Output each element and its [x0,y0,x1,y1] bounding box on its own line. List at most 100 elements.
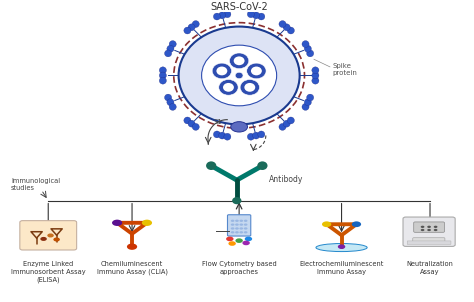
Ellipse shape [235,72,243,79]
Circle shape [226,236,234,241]
Ellipse shape [304,45,311,52]
Ellipse shape [279,124,286,130]
Ellipse shape [247,11,255,18]
Circle shape [245,236,252,241]
Circle shape [421,229,424,231]
Ellipse shape [287,117,294,124]
FancyBboxPatch shape [413,238,445,243]
Ellipse shape [217,66,228,75]
Circle shape [228,241,236,246]
Ellipse shape [213,13,220,20]
Ellipse shape [223,83,234,92]
Ellipse shape [246,63,266,79]
Circle shape [231,220,235,222]
Text: Neutralization
Assay: Neutralization Assay [407,261,454,275]
Text: SARS-CoV-2: SARS-CoV-2 [210,2,268,12]
Circle shape [47,233,54,237]
Circle shape [127,243,137,250]
Circle shape [244,227,247,230]
Ellipse shape [192,21,199,27]
Circle shape [421,226,424,228]
Ellipse shape [188,24,195,31]
Text: Chemiluminescent
Immuno Assay (CLIA): Chemiluminescent Immuno Assay (CLIA) [97,261,167,275]
Circle shape [235,220,239,222]
Text: S1: S1 [214,119,223,125]
Circle shape [239,220,243,222]
Circle shape [434,226,438,228]
Ellipse shape [169,103,176,110]
Circle shape [242,241,250,245]
FancyBboxPatch shape [407,241,451,244]
Ellipse shape [164,50,172,57]
Text: Electrochemiluminescent
Immuno Assay: Electrochemiluminescent Immuno Assay [300,261,384,275]
Circle shape [244,223,247,226]
Ellipse shape [240,79,259,95]
Ellipse shape [287,27,294,34]
Circle shape [322,221,331,227]
Circle shape [239,223,243,226]
Ellipse shape [184,27,191,34]
Ellipse shape [258,13,265,20]
Circle shape [338,244,345,249]
FancyBboxPatch shape [20,221,77,250]
Ellipse shape [283,24,290,31]
Circle shape [434,229,438,231]
Ellipse shape [307,50,314,57]
Ellipse shape [307,94,314,101]
Ellipse shape [257,161,267,170]
Ellipse shape [232,197,241,204]
Circle shape [244,220,247,222]
Ellipse shape [167,45,174,52]
Ellipse shape [184,117,191,124]
Ellipse shape [302,40,309,47]
FancyBboxPatch shape [403,217,455,246]
Ellipse shape [188,120,195,127]
Ellipse shape [279,21,286,27]
Ellipse shape [159,67,166,74]
Ellipse shape [251,66,262,75]
Ellipse shape [302,103,309,110]
Ellipse shape [304,99,311,106]
Ellipse shape [167,99,174,106]
Circle shape [231,227,235,230]
Circle shape [236,238,243,243]
Circle shape [239,227,243,230]
Circle shape [235,223,239,226]
Ellipse shape [219,12,226,19]
Ellipse shape [219,79,238,95]
Ellipse shape [164,94,172,101]
Circle shape [142,220,152,226]
Ellipse shape [312,77,319,84]
Ellipse shape [169,40,176,47]
Circle shape [231,223,235,226]
Ellipse shape [224,133,231,140]
Ellipse shape [213,131,220,138]
Circle shape [54,237,60,242]
Ellipse shape [312,67,319,74]
Ellipse shape [201,45,277,106]
Text: Enzyme Linked
Immunosorbent Assay
(ELISA): Enzyme Linked Immunosorbent Assay (ELISA… [11,261,85,283]
Ellipse shape [245,83,255,92]
Circle shape [235,231,239,233]
Ellipse shape [253,132,260,139]
Circle shape [244,231,247,233]
Ellipse shape [224,11,231,18]
Ellipse shape [192,124,199,130]
Text: Flow Cytometry based
approaches: Flow Cytometry based approaches [202,261,276,275]
Circle shape [427,226,431,228]
Ellipse shape [283,120,290,127]
Ellipse shape [316,243,367,252]
Circle shape [239,231,243,233]
Ellipse shape [258,131,265,138]
Circle shape [112,220,122,226]
Ellipse shape [247,133,255,140]
Ellipse shape [206,161,216,170]
Text: Immunological
studies: Immunological studies [11,178,60,191]
Ellipse shape [159,77,166,84]
Ellipse shape [253,12,260,19]
Circle shape [40,237,47,241]
Ellipse shape [234,56,245,65]
Ellipse shape [229,53,249,69]
Ellipse shape [219,132,226,139]
Ellipse shape [179,27,300,124]
